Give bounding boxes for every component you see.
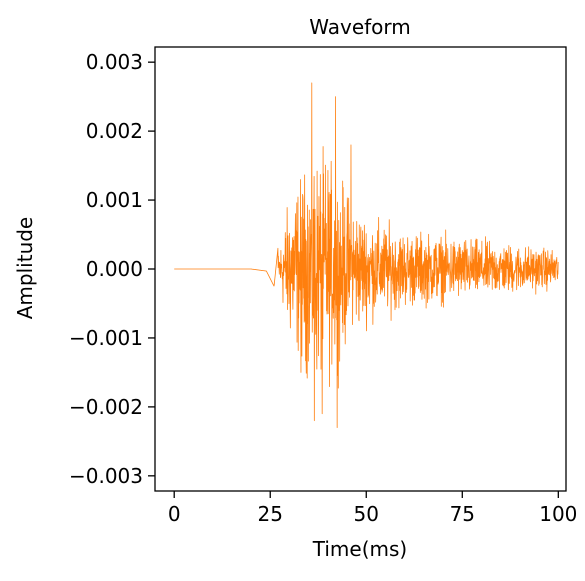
y-tick-label: 0.002 <box>86 119 143 143</box>
x-tick-label: 50 <box>354 502 379 526</box>
y-tick-label: 0.000 <box>86 257 143 281</box>
y-tick-label: 0.001 <box>86 188 143 212</box>
y-tick-label: −0.001 <box>69 326 143 350</box>
x-tick-label: 75 <box>450 502 475 526</box>
y-tick-label: −0.002 <box>69 395 143 419</box>
y-tick-label: −0.003 <box>69 464 143 488</box>
chart-title: Waveform <box>309 15 411 39</box>
x-axis-label: Time(ms) <box>312 537 407 561</box>
y-tick-label: 0.003 <box>86 50 143 74</box>
y-axis-ticks: 0.003 0.002 0.001 0.000 −0.001 −0.002 −0.003 <box>69 50 155 488</box>
x-tick-label: 0 <box>168 502 181 526</box>
x-axis-ticks: 0 25 50 75 100 <box>168 491 577 526</box>
plot-layer <box>174 82 559 428</box>
x-tick-label: 25 <box>258 502 283 526</box>
x-tick-label: 100 <box>539 502 577 526</box>
waveform-series-line <box>174 82 559 428</box>
y-axis-label: Amplitude <box>13 217 37 320</box>
plot-frame <box>154 46 567 492</box>
